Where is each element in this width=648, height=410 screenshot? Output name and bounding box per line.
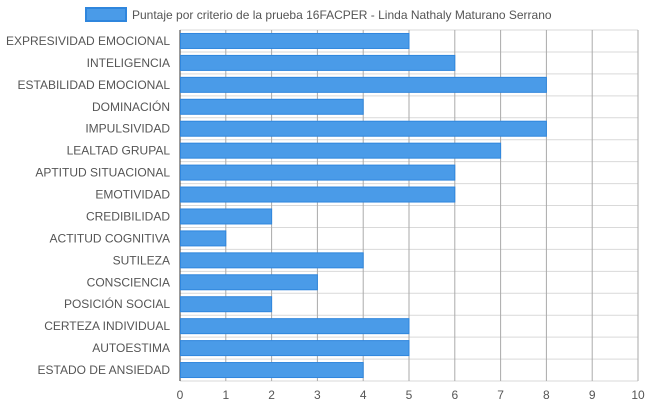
category-label: SUTILEZA	[113, 253, 170, 267]
category-label: ACTITUD COGNITIVA	[50, 231, 170, 245]
bar[interactable]	[180, 340, 410, 357]
x-tick-label: 9	[589, 388, 596, 402]
category-label: CONSCIENCIA	[87, 275, 170, 289]
bar[interactable]	[180, 32, 410, 49]
category-label: EMOTIVIDAD	[95, 188, 170, 202]
x-tick-label: 7	[497, 388, 504, 402]
category-label: IMPULSIVIDAD	[85, 122, 170, 136]
bar[interactable]	[180, 274, 318, 291]
bar[interactable]	[180, 142, 502, 159]
bar[interactable]	[180, 296, 273, 313]
bar[interactable]	[180, 186, 456, 203]
category-label: LEALTAD GRUPAL	[67, 144, 171, 158]
category-label: EXPRESIVIDAD EMOCIONAL	[6, 34, 170, 48]
category-label: INTELIGENCIA	[87, 56, 170, 70]
x-tick-label: 3	[314, 388, 321, 402]
bar[interactable]	[180, 120, 547, 137]
x-tick-label: 5	[406, 388, 413, 402]
bar[interactable]	[180, 252, 364, 269]
category-label: AUTOESTIMA	[92, 341, 170, 355]
bar[interactable]	[180, 318, 410, 335]
x-axis-tick-labels: 0 1 2 3 4 5 6 7 8 9 10	[177, 388, 645, 402]
x-tick-label: 0	[177, 388, 184, 402]
x-tick-label: 4	[360, 388, 367, 402]
category-label: ESTABILIDAD EMOCIONAL	[18, 78, 171, 92]
bar[interactable]	[180, 76, 547, 93]
x-tick-label: 2	[268, 388, 275, 402]
bars	[180, 32, 547, 379]
bar[interactable]	[180, 362, 364, 379]
x-tick-label: 6	[451, 388, 458, 402]
legend-label: Puntaje por criterio de la prueba 16FACP…	[132, 8, 552, 22]
bar[interactable]	[180, 164, 456, 181]
bar[interactable]	[180, 230, 227, 247]
category-label: APTITUD SITUACIONAL	[35, 166, 170, 180]
bar[interactable]	[180, 98, 364, 115]
x-tick-label: 1	[222, 388, 229, 402]
x-tick-label: 10	[631, 388, 645, 402]
legend-swatch	[85, 7, 127, 22]
category-labels: EXPRESIVIDAD EMOCIONAL INTELIGENCIA ESTABI…	[6, 34, 170, 377]
category-label: DOMINACIÓN	[92, 99, 170, 114]
category-label: POSICIÓN SOCIAL	[64, 296, 170, 311]
legend[interactable]: Puntaje por criterio de la prueba 16FACP…	[85, 7, 552, 22]
category-label: CERTEZA INDIVIDUAL	[44, 319, 170, 333]
bar[interactable]	[180, 54, 456, 71]
x-tick-label: 8	[543, 388, 550, 402]
category-label: CREDIBILIDAD	[86, 209, 170, 223]
bar[interactable]	[180, 208, 273, 225]
category-label: ESTADO DE ANSIEDAD	[38, 363, 171, 377]
